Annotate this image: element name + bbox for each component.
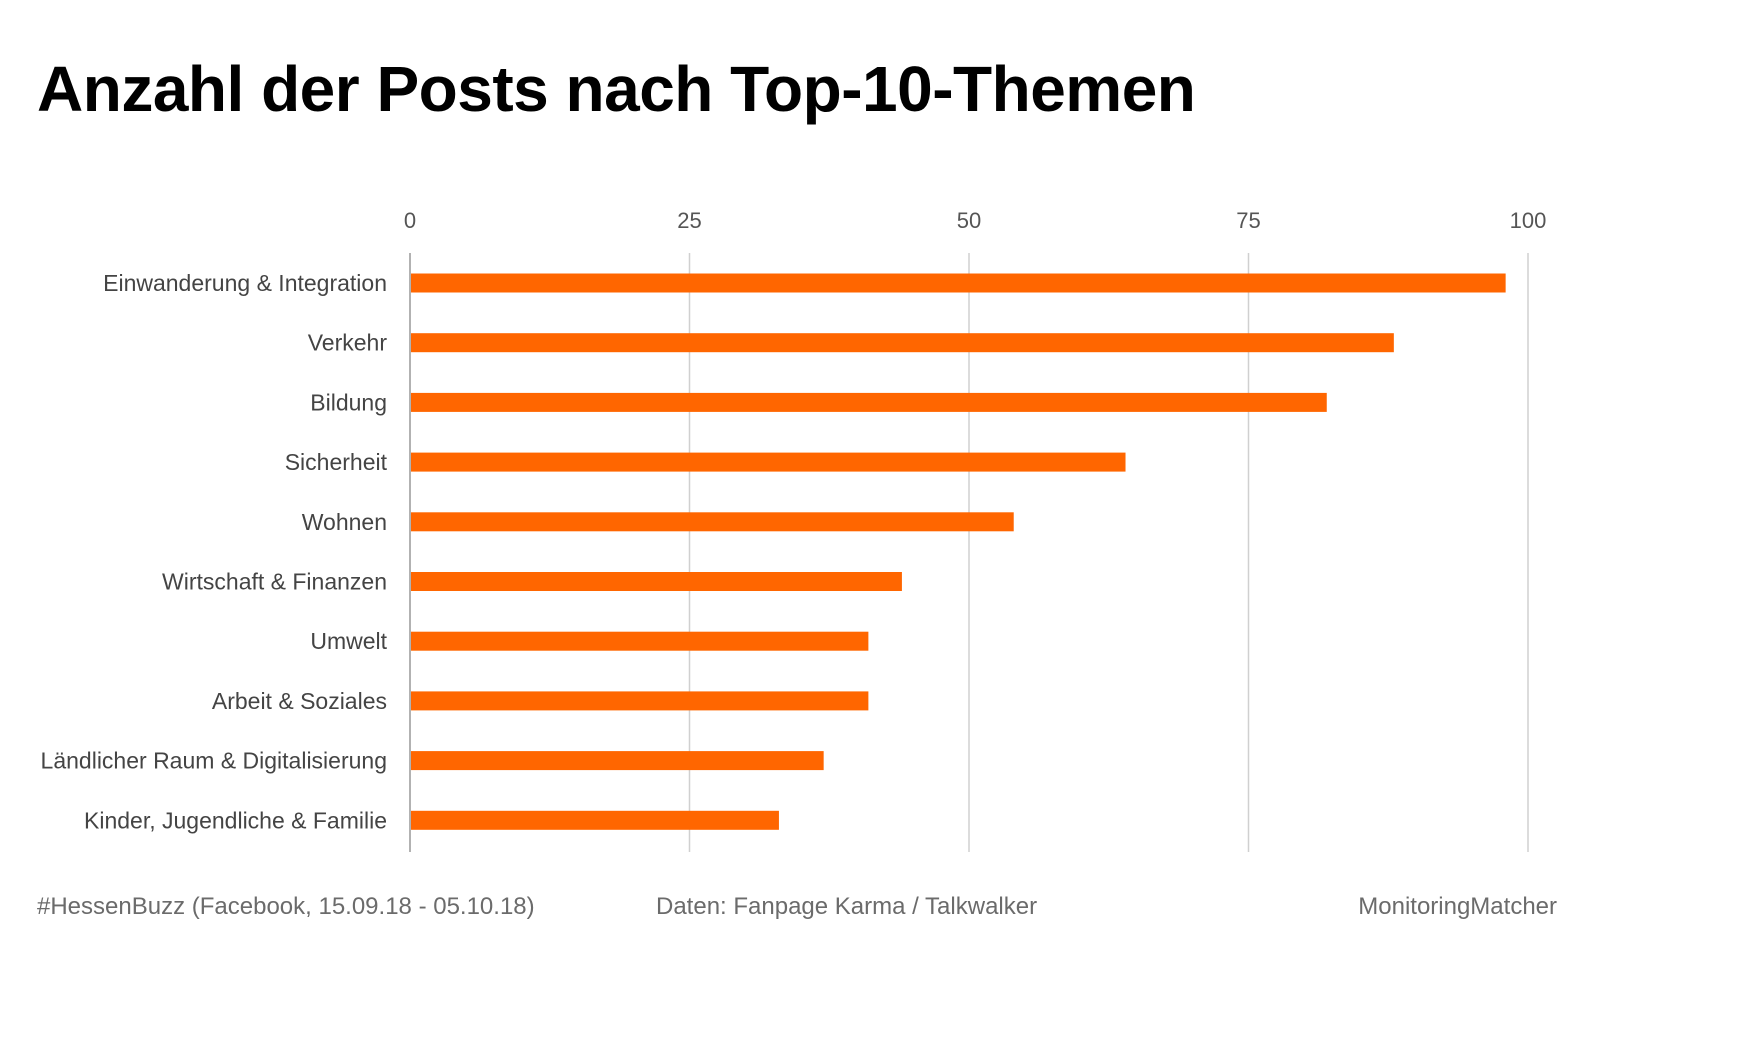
footer-hashtag: #HessenBuzz (Facebook, 15.09.18 - 05.10.… [37,893,535,920]
category-label: Bildung [310,389,387,415]
category-label: Kinder, Jugendliche & Familie [84,807,387,833]
category-label: Ländlicher Raum & Digitalisierung [41,748,387,774]
category-label: Umwelt [310,628,387,654]
bar [411,751,824,771]
bar [411,572,902,591]
bar [411,691,869,711]
x-tick-label: 75 [1236,208,1260,233]
category-label: Sicherheit [285,449,388,475]
bar [411,452,1126,472]
footer-source: Daten: Fanpage Karma / Talkwalker [656,893,1038,920]
category-label: Wirtschaft & Finanzen [162,569,387,595]
category-label: Verkehr [308,330,388,356]
x-tick-label: 50 [957,208,981,233]
category-label: Arbeit & Soziales [212,688,387,714]
bar [411,512,1014,532]
x-tick-label: 100 [1510,208,1547,233]
x-tick-label: 25 [677,208,701,233]
bar [411,392,1327,412]
chart-title: Anzahl der Posts nach Top-10-Themen [37,53,1196,125]
bar [411,631,869,651]
category-label: Wohnen [302,509,387,535]
category-label: Einwanderung & Integration [103,270,387,296]
footer-brand: MonitoringMatcher [1358,893,1557,920]
bar [411,273,1506,293]
x-tick-label: 0 [404,208,416,233]
bar [411,333,1394,353]
bar [411,810,779,830]
